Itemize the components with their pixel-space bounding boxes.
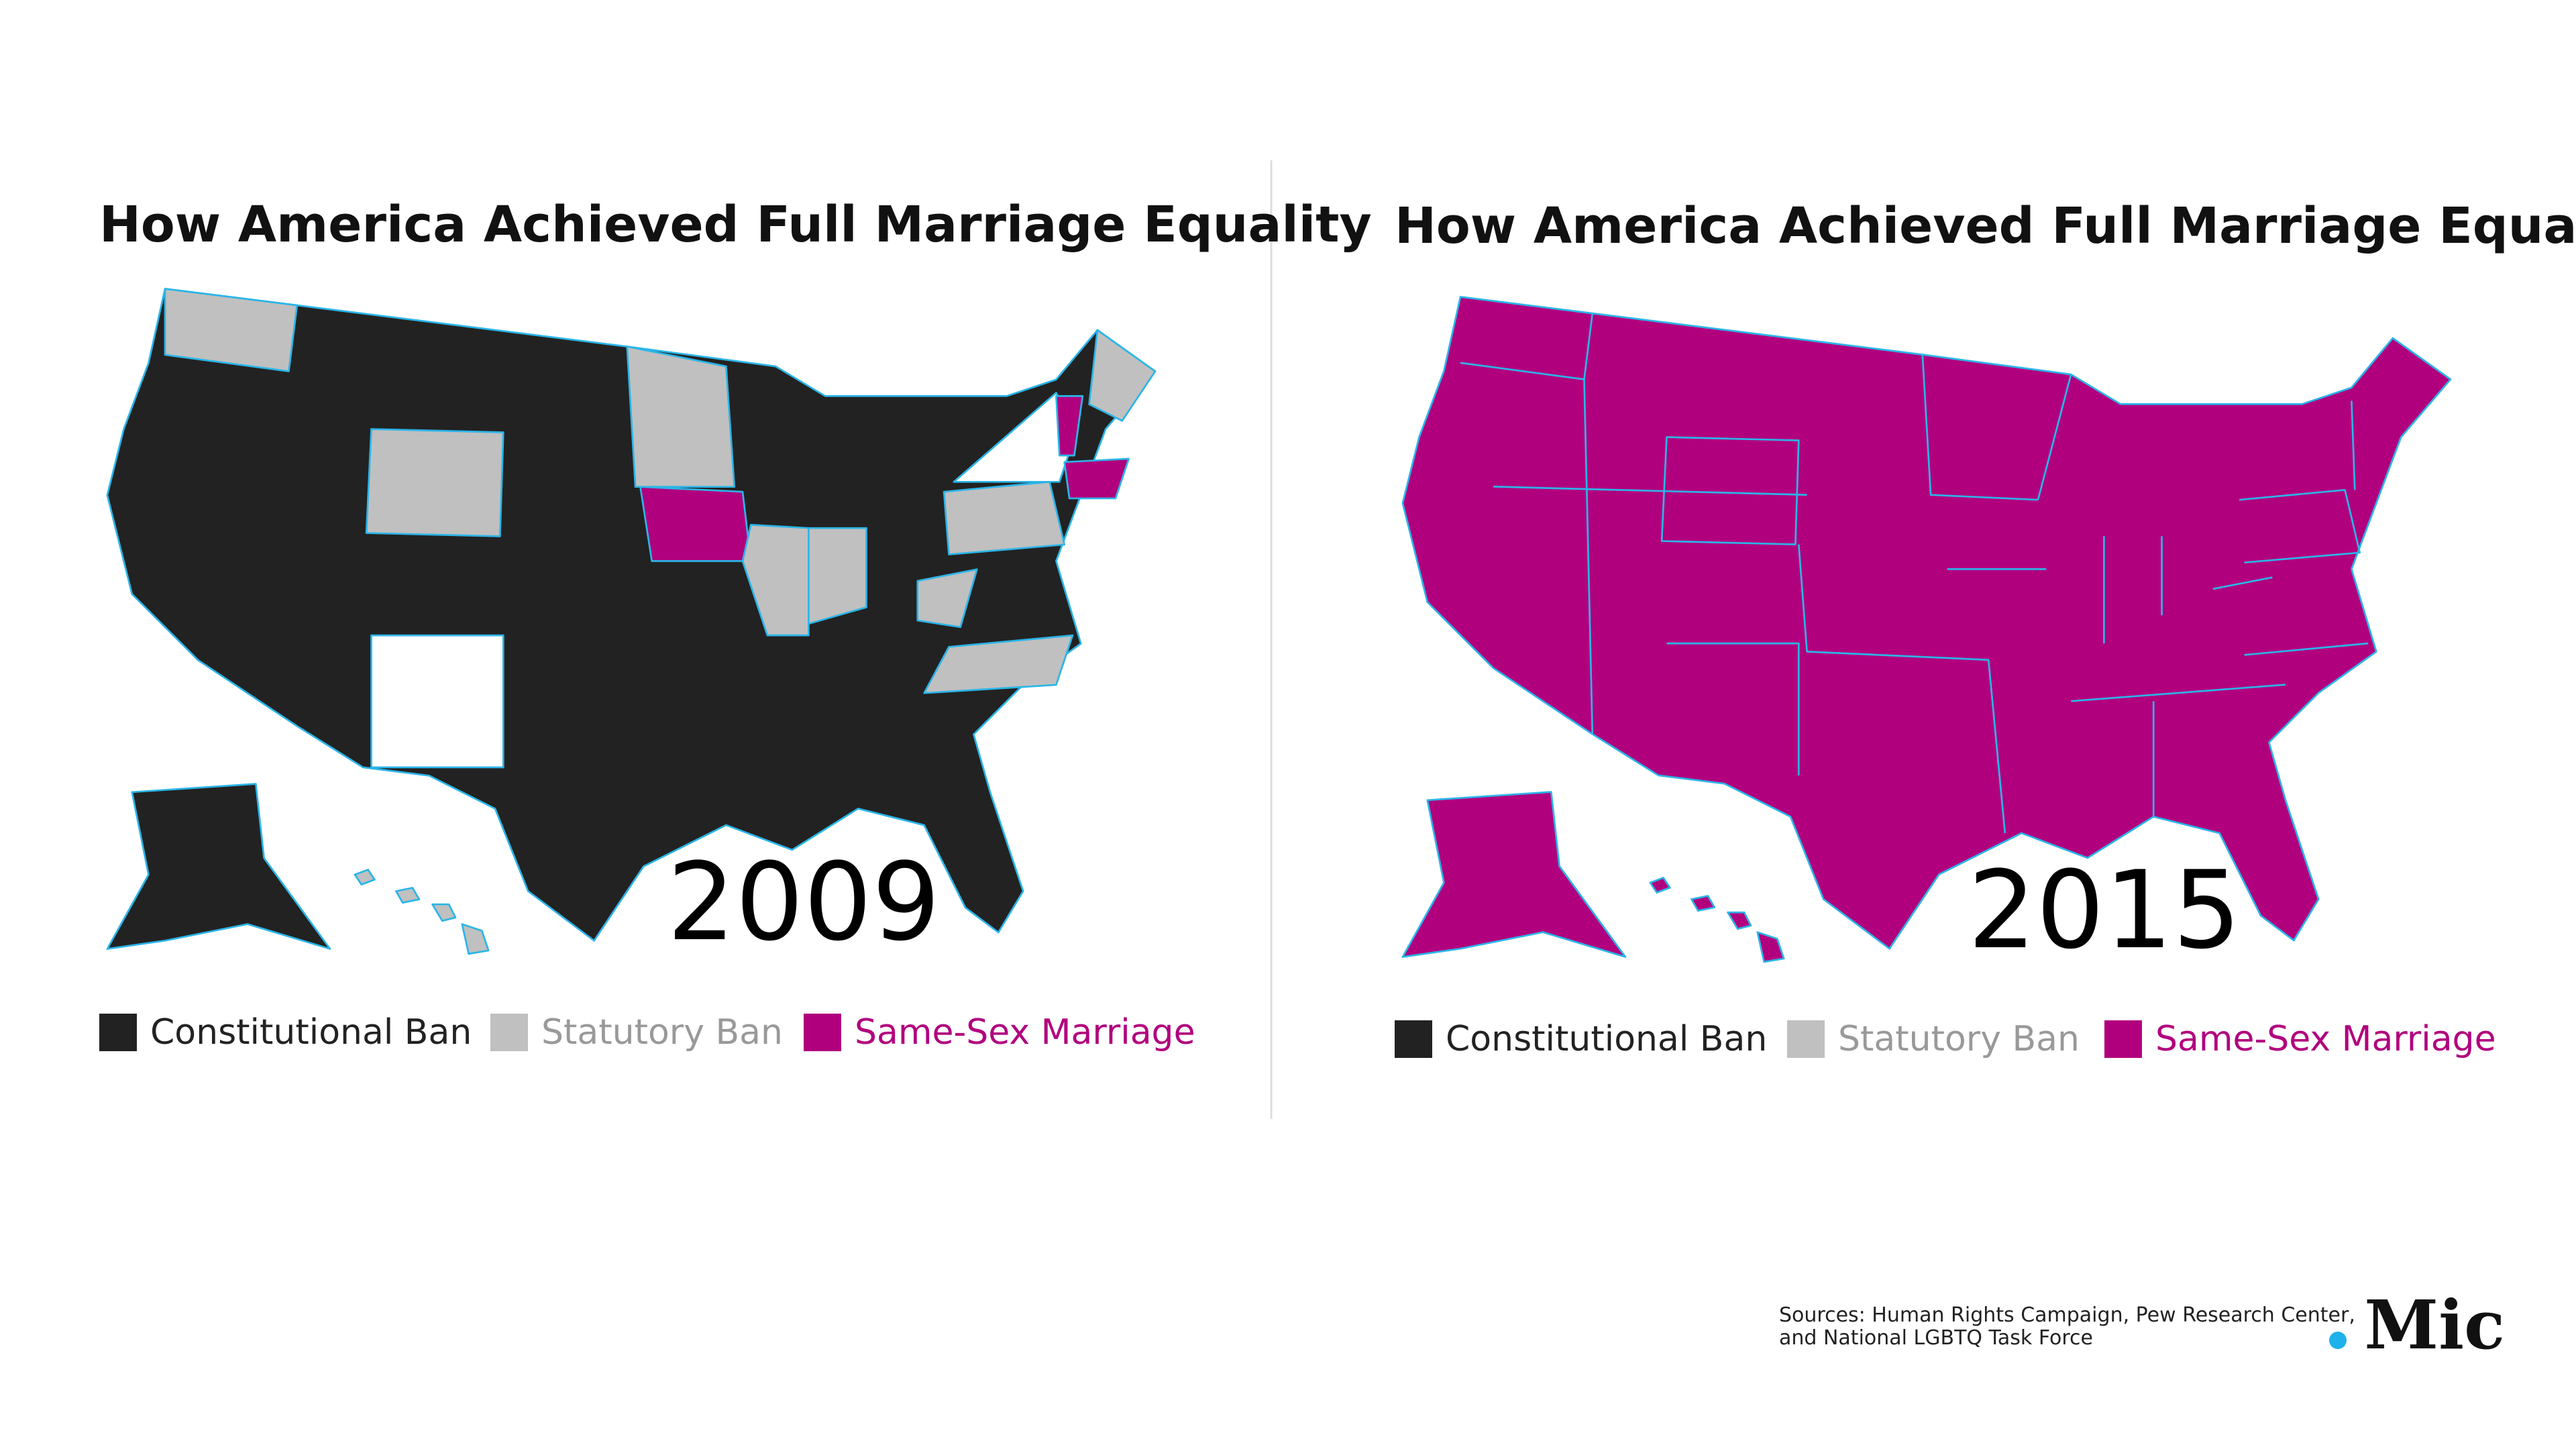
logo-dot — [2329, 1332, 2347, 1349]
year: 2009 — [667, 839, 940, 965]
pennsylvania — [943, 480, 1066, 555]
us-states — [106, 288, 1157, 942]
legend-label: Same-Sex Marriage — [855, 1012, 1195, 1053]
legend-swatch — [99, 1014, 137, 1051]
legend-label: Constitutional Ban — [1446, 1019, 1767, 1059]
massachusetts-connecticut — [1063, 458, 1130, 500]
panel-2009: How America Achieved Full Marriage Equal… — [99, 196, 1372, 1053]
new-mexico — [370, 634, 504, 769]
legend-swatch — [490, 1014, 528, 1051]
sources: Sources: Human Rights Campaign, Pew Rese… — [1779, 1303, 2355, 1327]
iowa — [639, 486, 752, 562]
panel-2015: How America Achieved Full Marriage Equal… — [1395, 197, 2576, 1059]
map — [106, 288, 1157, 955]
state-borders — [1460, 313, 2369, 834]
legend-swatch — [1395, 1020, 1432, 1058]
us-states — [1401, 296, 2452, 950]
legend-swatch — [2104, 1020, 2142, 1058]
legend-label: Statutory Ban — [541, 1012, 783, 1053]
north-carolina — [923, 634, 1074, 694]
illinois — [741, 523, 810, 637]
hawaii — [1649, 877, 1785, 963]
legend: Constitutional Ban Statutory Ban Same-Se… — [99, 1012, 1195, 1053]
legend-swatch — [1787, 1020, 1825, 1058]
panel-title: How America Achieved Full Marriage Equal… — [99, 196, 1372, 254]
alaska — [106, 783, 331, 950]
alaska — [1401, 791, 1627, 958]
map — [1401, 296, 2452, 963]
legend-swatch — [804, 1014, 841, 1051]
hawaii — [354, 869, 490, 955]
wyoming — [365, 428, 504, 537]
sources: and National LGBTQ Task Force — [1779, 1326, 2093, 1350]
legend-label: Statutory Ban — [1838, 1019, 2080, 1059]
west-virginia — [916, 568, 978, 629]
maine — [1088, 329, 1157, 422]
legend-label: Constitutional Ban — [150, 1012, 472, 1053]
washington — [164, 288, 299, 372]
year: 2015 — [1968, 847, 2241, 973]
legend: Constitutional Ban Statutory Ban Same-Se… — [1395, 1019, 2496, 1059]
vermont — [1055, 395, 1084, 457]
logo: Mic — [2364, 1285, 2505, 1364]
legend-label: Same-Sex Marriage — [2155, 1019, 2496, 1059]
indiana — [808, 527, 867, 625]
minnesota — [626, 345, 736, 488]
panel-title: How America Achieved Full Marriage Equal… — [1395, 197, 2576, 255]
